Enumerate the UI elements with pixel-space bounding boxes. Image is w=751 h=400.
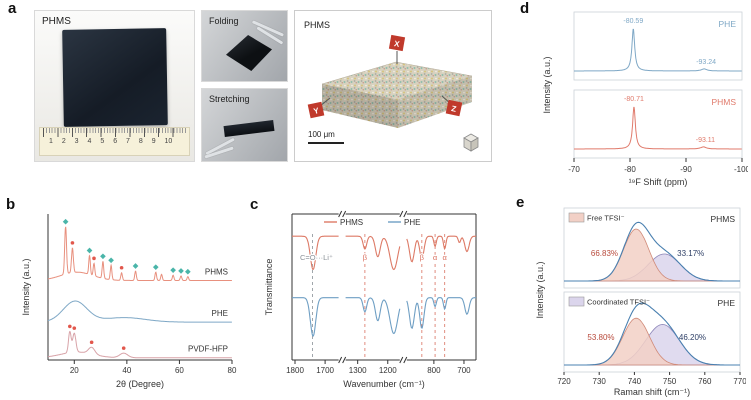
svg-text:Wavenumber (cm⁻¹): Wavenumber (cm⁻¹) [343, 379, 424, 389]
panel-label-b: b [6, 196, 16, 213]
svg-text:PHE: PHE [718, 298, 736, 308]
svg-text:α: α [443, 253, 448, 262]
svg-text:PHE: PHE [212, 309, 228, 318]
membrane-photo: PHMS 1 2 3 4 5 6 7 8 9 10 [34, 10, 195, 162]
svg-text:46.20%: 46.20% [679, 333, 706, 342]
svg-text:PHMS: PHMS [205, 267, 228, 276]
svg-text:-93.11: -93.11 [696, 137, 715, 144]
panel-label-a: a [8, 0, 17, 17]
axis-flag-z [445, 99, 463, 117]
svg-text:Transmittance: Transmittance [264, 259, 274, 316]
svg-text:53.80%: 53.80% [587, 333, 614, 342]
svg-text:60: 60 [175, 366, 184, 375]
svg-text:730: 730 [593, 377, 607, 386]
folded-film [226, 35, 272, 71]
svg-text:40: 40 [122, 366, 131, 375]
render-3d-label: PHMS [304, 20, 330, 30]
membrane-sample [62, 28, 168, 127]
svg-text:-93.24: -93.24 [696, 59, 716, 66]
ftir-chart: 1800 1700 1300 1200 800 700 Wavenumber (cm⁻¹) T… [264, 210, 477, 389]
svg-text:Raman shift (cm⁻¹): Raman shift (cm⁻¹) [614, 387, 690, 397]
phms-3d-render: PHMS X Y Z 100 μm [294, 10, 492, 162]
svg-text:Intensity (a.u.): Intensity (a.u.) [21, 258, 31, 315]
ruler: 1 2 3 4 5 6 7 8 9 10 [39, 127, 190, 156]
svg-text:720: 720 [557, 377, 571, 386]
ruler-ticks [43, 128, 186, 137]
membrane-photo-label: PHMS [42, 16, 71, 27]
slab-front-face [322, 84, 398, 128]
svg-text:800: 800 [427, 366, 441, 375]
svg-text:770: 770 [733, 377, 746, 386]
panel-label-e: e [516, 194, 525, 211]
axis-flag-x [388, 34, 406, 52]
svg-text:PHMS: PHMS [340, 218, 363, 227]
stretching-photo-label: Stretching [209, 94, 250, 104]
svg-text:33.17%: 33.17% [677, 249, 704, 258]
folding-photo-label: Folding [209, 16, 239, 26]
svg-text:Free TFSI⁻: Free TFSI⁻ [587, 214, 625, 223]
svg-text:740: 740 [628, 377, 642, 386]
svg-text:PHE: PHE [404, 218, 420, 227]
svg-text:PVDF-HFP: PVDF-HFP [188, 345, 228, 354]
scale-bar-label: 100 μm [308, 130, 335, 139]
svg-text:1300: 1300 [349, 366, 367, 375]
svg-text:-100: -100 [734, 165, 748, 174]
axis-flag-y [307, 101, 325, 119]
svg-text:80: 80 [228, 366, 237, 375]
svg-text:-70: -70 [568, 165, 580, 174]
svg-text:66.83%: 66.83% [591, 249, 618, 258]
panel-label-c: c [250, 196, 259, 213]
svg-text:1700: 1700 [316, 366, 334, 375]
svg-text:C=O···Li⁺: C=O···Li⁺ [300, 253, 333, 262]
svg-text:20: 20 [70, 366, 79, 375]
svg-text:PHE: PHE [719, 19, 737, 29]
folding-photo: Folding [201, 10, 288, 82]
svg-text:1800: 1800 [286, 366, 304, 375]
svg-text:Intensity (a.u.): Intensity (a.u.) [542, 56, 552, 113]
xrd-chart: 20 40 60 80 2θ (Degree) Intensity (a.u.) PHMS P… [21, 214, 237, 389]
svg-text:-90: -90 [680, 165, 692, 174]
svg-text:2θ (Degree): 2θ (Degree) [116, 379, 164, 389]
ruler-numbers: 1 2 3 4 5 6 7 8 9 10 [49, 138, 173, 145]
svg-text:760: 760 [698, 377, 712, 386]
svg-text:Intensity (a.u.): Intensity (a.u.) [535, 261, 545, 318]
svg-text:700: 700 [457, 366, 471, 375]
stretched-film [223, 119, 275, 138]
svg-text:β: β [363, 253, 368, 262]
nmr-chart: PHE -80.59 -93.24 PHMS -80.71 -93.11 -70 -80 -90… [542, 11, 748, 187]
svg-text:PHMS: PHMS [710, 214, 735, 224]
svg-text:β: β [420, 253, 425, 262]
svg-text:¹⁹F Shift (ppm): ¹⁹F Shift (ppm) [629, 177, 688, 187]
svg-text:Y: Y [313, 106, 321, 116]
orientation-cube-icon [463, 133, 479, 152]
svg-text:-80.59: -80.59 [623, 18, 643, 25]
svg-text:α: α [433, 253, 438, 262]
raman-chart: 66.83% 33.17% Free TFSI⁻ PHMS 53.80% 46.20% Co… [535, 207, 746, 397]
svg-text:-80.71: -80.71 [624, 96, 644, 103]
svg-text:Coordinated TFSI⁻: Coordinated TFSI⁻ [587, 298, 650, 307]
svg-text:1200: 1200 [379, 366, 397, 375]
svg-text:750: 750 [663, 377, 677, 386]
svg-text:PHMS: PHMS [711, 97, 736, 107]
slab-right-face [398, 76, 472, 128]
panel-label-d: d [520, 0, 530, 17]
svg-text:Z: Z [450, 104, 457, 114]
svg-text:-80: -80 [624, 165, 636, 174]
stretching-photo: Stretching [201, 88, 288, 162]
svg-text:X: X [393, 39, 400, 49]
